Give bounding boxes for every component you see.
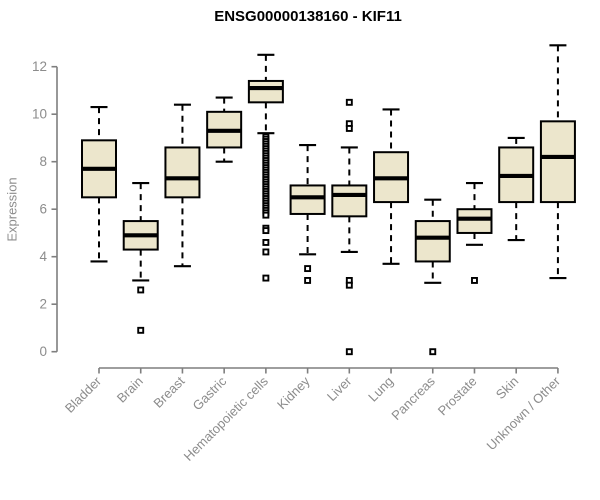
iqr-box [289,184,326,215]
outlier-point [429,348,437,356]
outlier-point [345,98,353,106]
x-tick-label-kidney: Kidney [274,373,313,412]
x-tick-label-pancreas: Pancreas [388,373,438,423]
box-liver [331,98,368,356]
outlier-point [345,348,353,356]
y-tick-label: 12 [32,59,47,74]
outlier-point [262,211,270,219]
box-lung [373,108,410,265]
outlier-point [262,238,270,246]
x-tick-label-prostate: Prostate [435,374,480,419]
iqr-box [164,146,201,199]
outlier-point [137,286,145,294]
outlier-point [262,248,270,256]
y-tick-label: 4 [39,249,47,264]
box-gastric [206,96,243,163]
iqr-box [456,208,493,234]
outlier-point [345,124,353,132]
outlier-point [304,277,312,284]
x-tick-label-skin: Skin [493,374,521,402]
x-tick-label-breast: Breast [150,373,187,410]
y-tick-label: 8 [39,154,47,169]
box-prostate [456,181,493,284]
y-tick-label: 2 [39,297,47,312]
x-tick-label-unknown-other: Unknown / Other [483,373,563,453]
y-tick-label: 6 [39,202,47,217]
box-breast [164,103,201,268]
box-brain [122,181,159,334]
x-tick-label-brain: Brain [114,374,146,406]
iqr-box [247,79,284,104]
outlier-point [345,281,353,289]
x-tick-label-liver: Liver [324,373,355,404]
x-tick-label-gastric: Gastric [190,373,230,413]
box-unknown-other [539,44,576,280]
iqr-box [539,120,576,204]
x-tick-label-lung: Lung [365,374,396,405]
x-tick-label-bladder: Bladder [62,373,105,416]
box-skin [498,136,535,242]
box-bladder [81,105,117,263]
box-pancreas [414,198,451,356]
y-tick-label: 10 [32,107,47,122]
outlier-point [304,265,312,273]
outlier-point [262,274,270,282]
chart-title: ENSG00000138160 - KIF11 [214,8,402,25]
box-kidney [289,143,326,284]
y-axis: 0 2 4 6 8 10 12 [32,59,58,359]
outlier-point [471,277,478,284]
outlier-point [137,326,145,334]
iqr-box [414,220,451,263]
iqr-box [331,184,368,218]
outlier-point [262,227,270,235]
y-tick-label: 0 [39,344,47,359]
box-hematopoietic-cells [247,53,284,282]
